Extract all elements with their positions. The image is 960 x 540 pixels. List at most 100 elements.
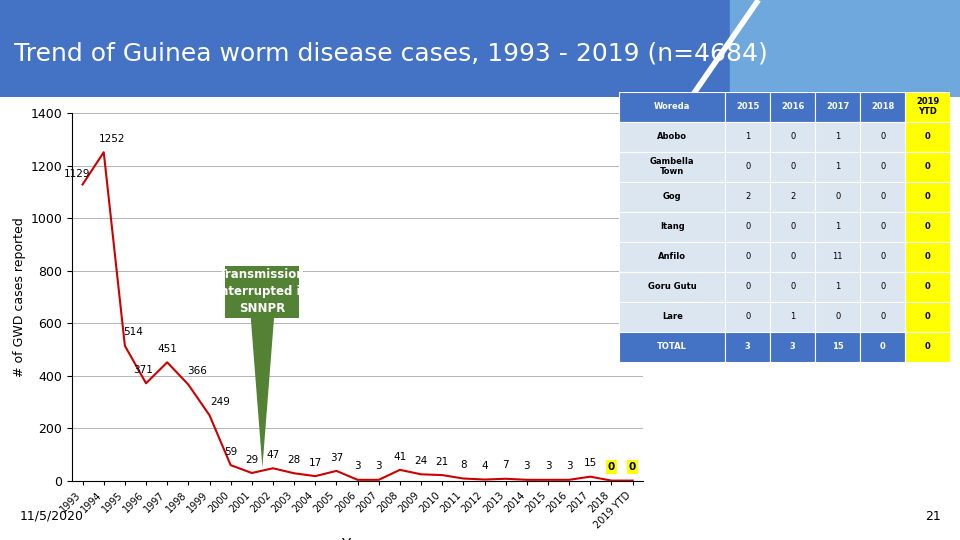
Text: 0: 0 <box>745 312 751 321</box>
Text: 371: 371 <box>133 365 154 375</box>
FancyBboxPatch shape <box>860 332 905 362</box>
Text: 0: 0 <box>925 342 931 352</box>
Text: 17: 17 <box>309 458 322 468</box>
FancyBboxPatch shape <box>815 302 860 332</box>
FancyBboxPatch shape <box>619 272 725 302</box>
FancyBboxPatch shape <box>905 302 950 332</box>
FancyBboxPatch shape <box>619 152 725 182</box>
Text: Transmission
interrupted in
SNNPR: Transmission interrupted in SNNPR <box>216 268 309 315</box>
FancyBboxPatch shape <box>815 242 860 272</box>
FancyBboxPatch shape <box>725 242 770 272</box>
FancyBboxPatch shape <box>725 122 770 152</box>
FancyBboxPatch shape <box>815 152 860 182</box>
Text: 2015: 2015 <box>736 102 759 111</box>
FancyBboxPatch shape <box>226 266 300 318</box>
Text: 249: 249 <box>210 397 230 407</box>
FancyBboxPatch shape <box>905 92 950 122</box>
Text: 0: 0 <box>880 342 886 352</box>
Text: 0: 0 <box>629 462 636 472</box>
Text: 3: 3 <box>790 342 796 352</box>
Text: 0: 0 <box>880 222 885 231</box>
FancyBboxPatch shape <box>619 212 725 242</box>
Text: Itang: Itang <box>660 222 684 231</box>
FancyBboxPatch shape <box>770 182 815 212</box>
FancyBboxPatch shape <box>815 182 860 212</box>
FancyBboxPatch shape <box>905 122 950 152</box>
Text: 1: 1 <box>835 163 840 171</box>
FancyBboxPatch shape <box>815 212 860 242</box>
Text: 0: 0 <box>925 192 931 201</box>
Text: 2018: 2018 <box>872 102 895 111</box>
Text: 0: 0 <box>835 192 840 201</box>
FancyBboxPatch shape <box>619 242 725 272</box>
Text: 0: 0 <box>790 132 796 141</box>
Text: 1: 1 <box>835 222 840 231</box>
FancyBboxPatch shape <box>770 332 815 362</box>
Text: 3: 3 <box>523 462 530 471</box>
Text: 0: 0 <box>880 312 885 321</box>
FancyBboxPatch shape <box>860 212 905 242</box>
Text: 3: 3 <box>745 342 751 352</box>
Text: 0: 0 <box>835 312 840 321</box>
Bar <box>0 0 730 97</box>
FancyBboxPatch shape <box>860 272 905 302</box>
Polygon shape <box>251 318 274 468</box>
FancyBboxPatch shape <box>619 122 725 152</box>
Text: Gambella
Town: Gambella Town <box>650 157 694 177</box>
Text: 514: 514 <box>123 327 143 338</box>
Text: 366: 366 <box>187 366 206 376</box>
Text: 1: 1 <box>835 132 840 141</box>
FancyBboxPatch shape <box>770 212 815 242</box>
Text: 37: 37 <box>330 453 343 463</box>
Text: 21: 21 <box>436 457 449 467</box>
Text: 2017: 2017 <box>827 102 850 111</box>
Text: 2: 2 <box>745 192 751 201</box>
Text: 0: 0 <box>608 462 615 472</box>
Text: 0: 0 <box>880 163 885 171</box>
Text: 15: 15 <box>832 342 844 352</box>
FancyBboxPatch shape <box>770 302 815 332</box>
Text: Anfilo: Anfilo <box>659 252 686 261</box>
Text: 0: 0 <box>880 192 885 201</box>
Text: TOTAL: TOTAL <box>658 342 687 352</box>
FancyBboxPatch shape <box>770 152 815 182</box>
Text: 2: 2 <box>790 192 796 201</box>
FancyBboxPatch shape <box>860 182 905 212</box>
Text: 1252: 1252 <box>99 134 126 144</box>
Text: 0: 0 <box>790 252 796 261</box>
FancyBboxPatch shape <box>725 302 770 332</box>
Text: 0: 0 <box>745 163 751 171</box>
Text: 0: 0 <box>925 252 931 261</box>
Text: 0: 0 <box>925 163 931 171</box>
FancyBboxPatch shape <box>860 92 905 122</box>
Text: 0: 0 <box>790 282 796 291</box>
Text: 0: 0 <box>925 282 931 291</box>
FancyBboxPatch shape <box>725 152 770 182</box>
Text: 3: 3 <box>354 462 361 471</box>
Text: Trend of Guinea worm disease cases, 1993 - 2019 (n=4684): Trend of Guinea worm disease cases, 1993… <box>14 42 768 65</box>
Text: 0: 0 <box>880 282 885 291</box>
Bar <box>730 0 960 97</box>
FancyBboxPatch shape <box>770 122 815 152</box>
Text: 8: 8 <box>460 460 467 470</box>
FancyBboxPatch shape <box>815 122 860 152</box>
Text: 0: 0 <box>745 252 751 261</box>
FancyBboxPatch shape <box>619 92 725 122</box>
FancyBboxPatch shape <box>619 332 725 362</box>
FancyBboxPatch shape <box>725 92 770 122</box>
FancyBboxPatch shape <box>725 212 770 242</box>
FancyBboxPatch shape <box>815 92 860 122</box>
Text: 41: 41 <box>394 451 406 462</box>
Text: 0: 0 <box>790 222 796 231</box>
Text: 11: 11 <box>832 252 843 261</box>
Text: 47: 47 <box>266 450 279 460</box>
Text: 0: 0 <box>925 222 931 231</box>
Text: 15: 15 <box>584 458 597 468</box>
Text: 2019
YTD: 2019 YTD <box>916 97 940 117</box>
Text: 7: 7 <box>502 461 509 470</box>
Text: Abobo: Abobo <box>658 132 687 141</box>
Text: 28: 28 <box>287 455 300 465</box>
Text: Lare: Lare <box>661 312 683 321</box>
Text: 0: 0 <box>925 132 931 141</box>
FancyBboxPatch shape <box>860 152 905 182</box>
